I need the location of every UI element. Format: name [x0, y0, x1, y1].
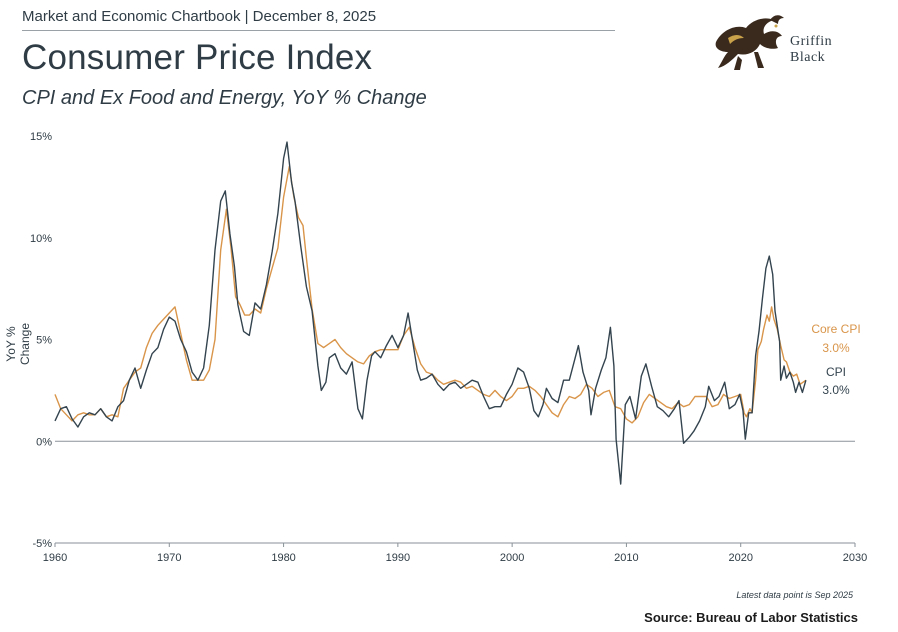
y-tick-label: -5% — [32, 538, 52, 550]
y-axis-title: YoY % Change — [4, 322, 32, 366]
y-tick-label: 5% — [36, 335, 52, 347]
logo-wordmark-black: Black — [790, 50, 826, 65]
x-tick-label: 1970 — [157, 552, 181, 564]
x-tick-label: 2020 — [728, 552, 752, 564]
x-tick-label: 2010 — [614, 552, 638, 564]
griffin-emblem-icon — [715, 15, 784, 70]
core-cpi-label: Core CPI — [811, 322, 860, 336]
y-tick-label: 10% — [30, 233, 52, 245]
x-tick-label: 1980 — [271, 552, 295, 564]
x-tick-label: 1960 — [43, 552, 67, 564]
page-subtitle: CPI and Ex Food and Energy, YoY % Change — [22, 87, 427, 109]
chartbook-header: Market and Economic Chartbook | December… — [22, 8, 377, 25]
x-axis: 1960 1970 1980 1990 2000 2010 2020 2030 — [43, 542, 867, 564]
series-group — [54, 141, 807, 485]
y-axis: -5% 0% 5% 10% 15% — [30, 131, 52, 550]
x-tick-label: 1990 — [386, 552, 410, 564]
logo-wordmark-griffin: Griffin — [790, 34, 833, 49]
cpi-value: 3.0% — [822, 383, 850, 397]
series-line-cpi — [54, 141, 807, 485]
y-tick-label: 15% — [30, 131, 52, 143]
series-labels: Core CPI 3.0% CPI 3.0% — [811, 322, 860, 397]
y-tick-label: 0% — [36, 436, 52, 448]
x-tick-label: 2000 — [500, 552, 524, 564]
header-divider — [22, 30, 615, 31]
core-cpi-value: 3.0% — [822, 341, 850, 355]
cpi-label: CPI — [826, 365, 846, 379]
latest-data-note: Latest data point is Sep 2025 — [736, 590, 853, 600]
page-title: Consumer Price Index — [22, 38, 373, 77]
x-tick-label: 2030 — [843, 552, 867, 564]
source-credit: Source: Bureau of Labor Statistics — [644, 610, 858, 625]
series-line-core-cpi — [54, 165, 807, 424]
